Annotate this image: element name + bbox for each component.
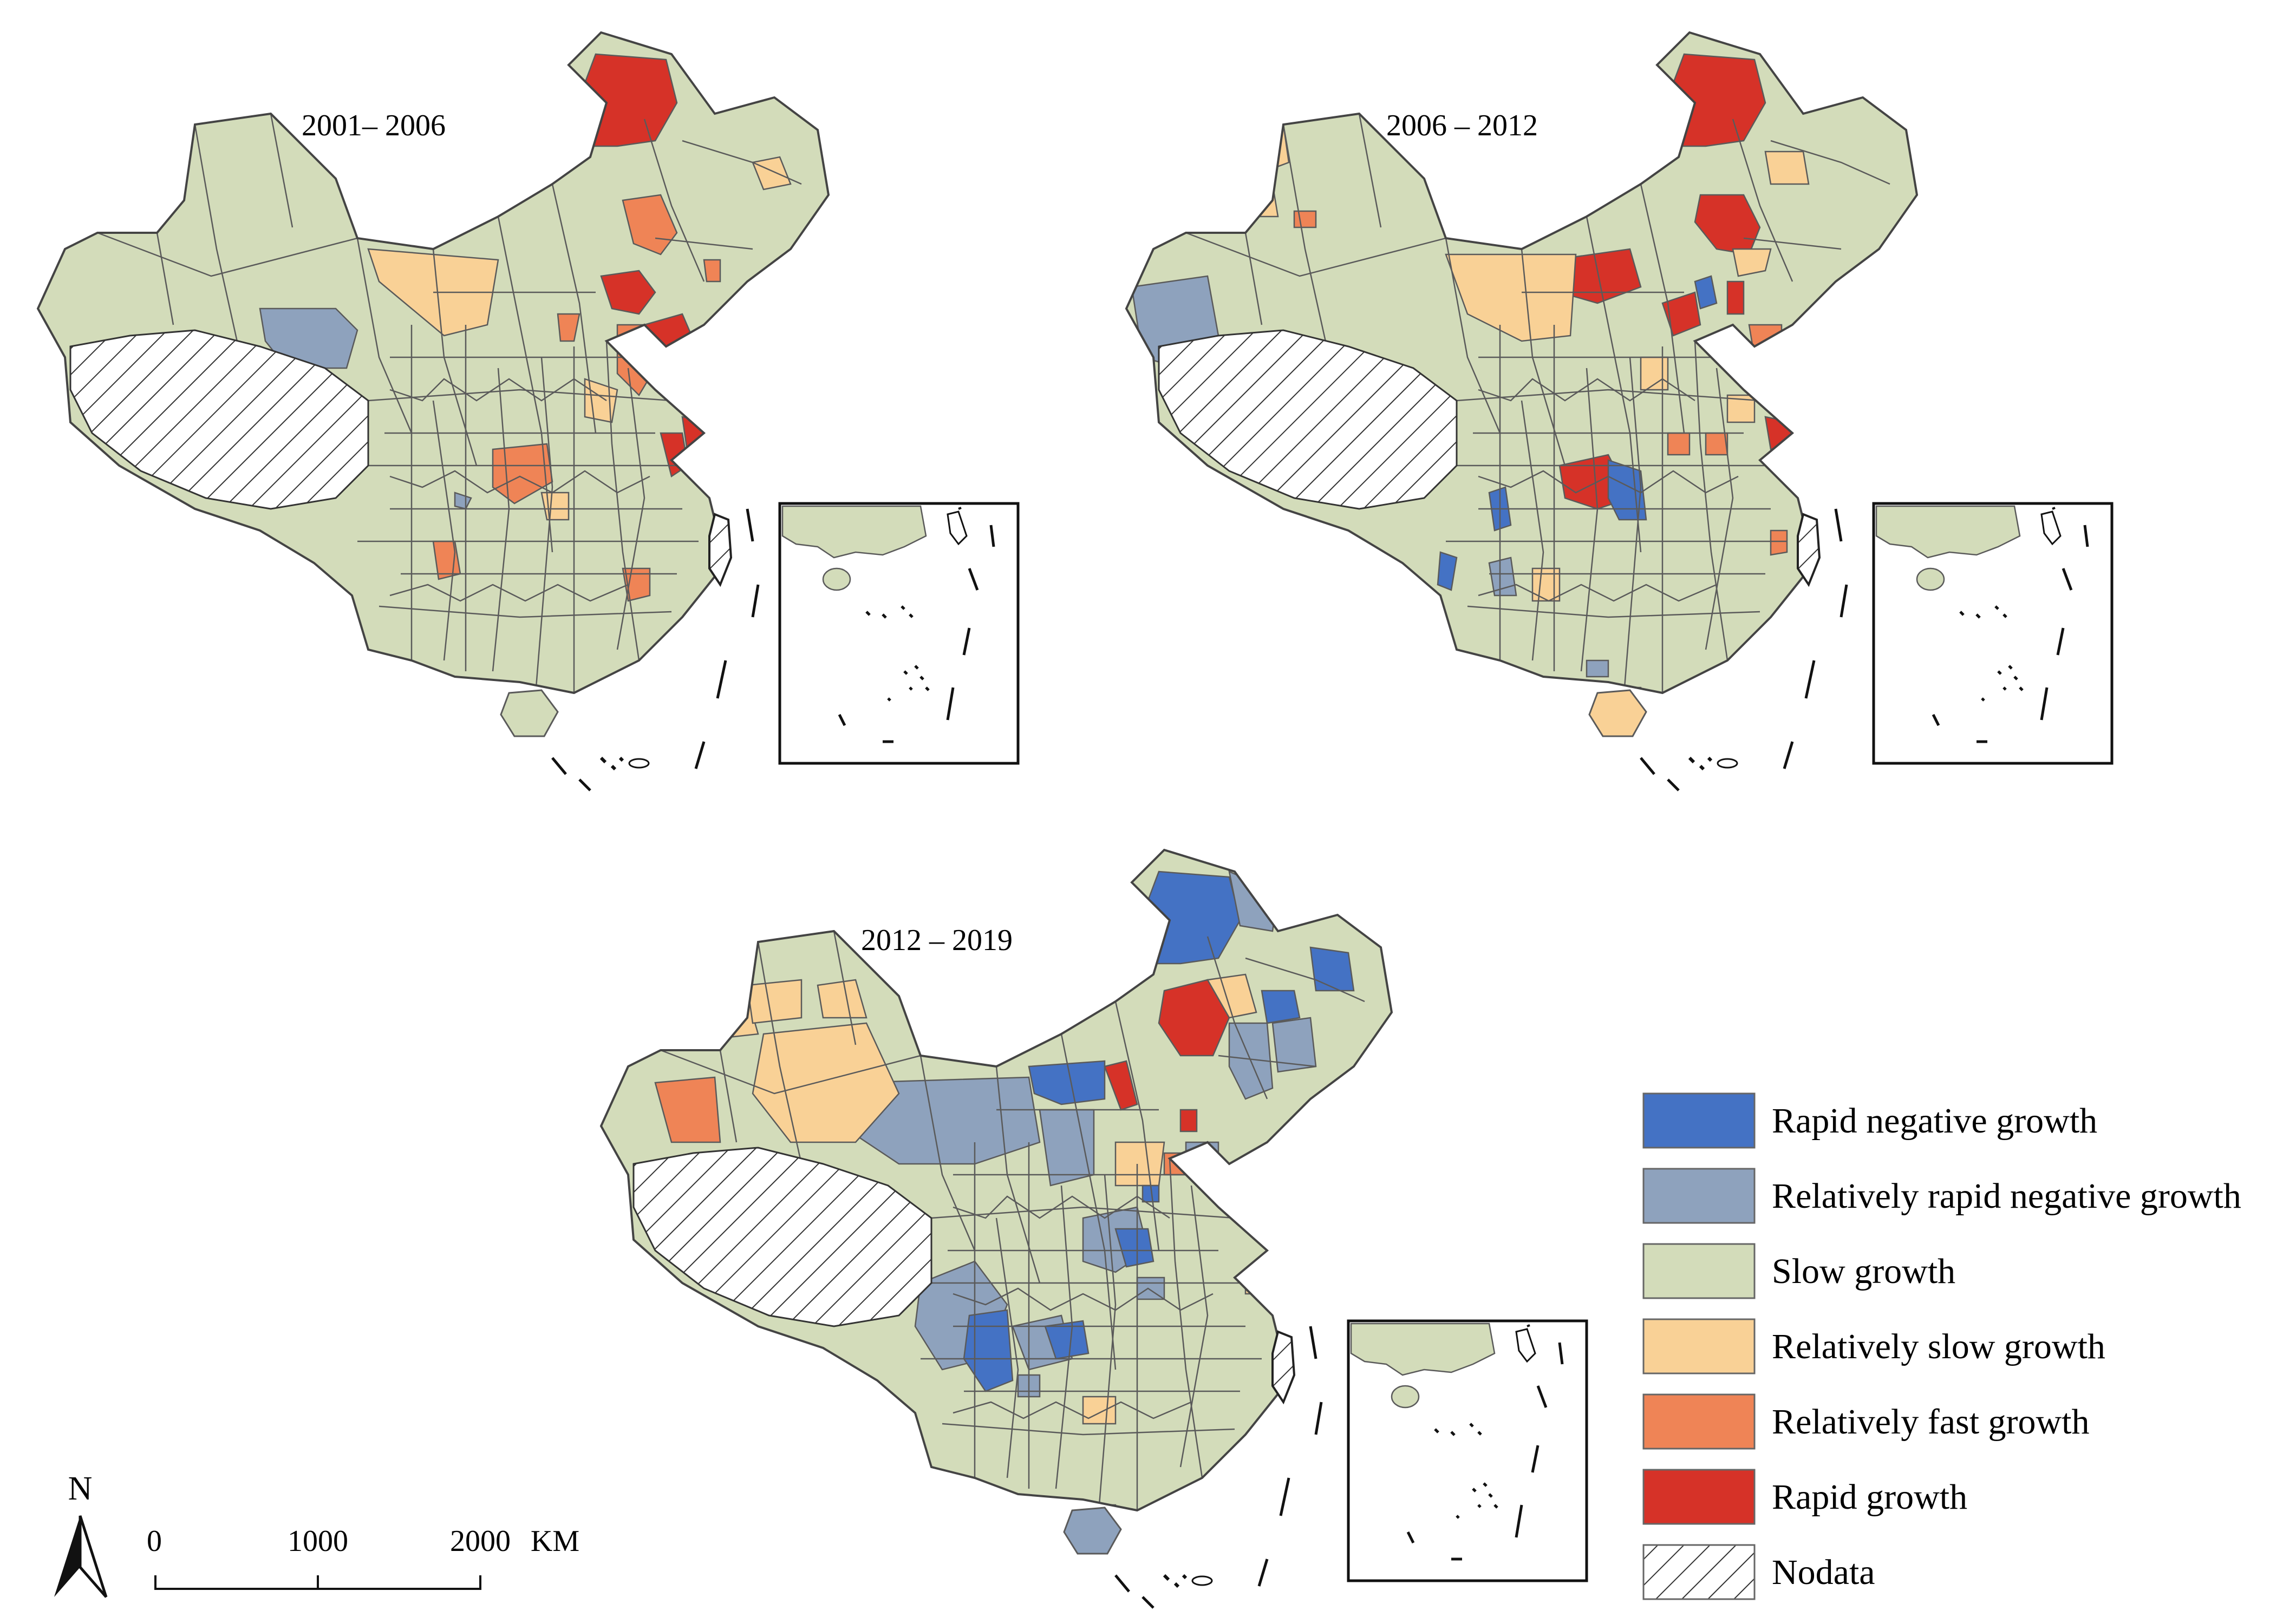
legend-swatch bbox=[1642, 1544, 1756, 1600]
region-rn bbox=[1261, 990, 1301, 1024]
south-china-sea-inset bbox=[1874, 503, 2112, 763]
region-rg bbox=[600, 270, 656, 315]
region-rsg bbox=[746, 979, 803, 1024]
region-rsg bbox=[540, 492, 570, 521]
region-rg bbox=[1661, 291, 1701, 337]
legend-label: Relatively slow growth bbox=[1772, 1327, 2105, 1366]
region-rn bbox=[963, 1309, 1014, 1392]
map-title: 2012 – 2019 bbox=[861, 924, 1013, 957]
region-rfg bbox=[1223, 1163, 1247, 1187]
taiwan-island bbox=[1271, 1331, 1295, 1403]
region-rg bbox=[1179, 1109, 1198, 1132]
scale-tick-label: 0 bbox=[147, 1524, 162, 1558]
region-rfg bbox=[1293, 210, 1317, 228]
region-rrn bbox=[1586, 659, 1609, 678]
region-rfg bbox=[703, 259, 721, 283]
legend-swatch bbox=[1642, 1243, 1756, 1299]
map-2001-2006 bbox=[37, 31, 830, 790]
region-rg bbox=[1726, 280, 1745, 315]
region-rrn bbox=[1488, 557, 1517, 597]
region-rsg bbox=[1732, 248, 1772, 277]
north-arrow: N bbox=[54, 1470, 108, 1598]
region-rsg bbox=[1764, 150, 1810, 185]
region-rfg bbox=[654, 1076, 721, 1143]
taiwan-island bbox=[708, 513, 732, 586]
legend-label: Slow growth bbox=[1772, 1252, 1955, 1291]
region-rsg bbox=[1726, 394, 1756, 423]
region-rn bbox=[1028, 1060, 1106, 1105]
scale-tick-label: 2000 bbox=[450, 1524, 511, 1558]
region-rsg bbox=[752, 156, 792, 191]
legend-swatch bbox=[1642, 1318, 1756, 1374]
region-rsg bbox=[1445, 253, 1577, 342]
south-china-sea-inset bbox=[780, 503, 1018, 763]
region-rfg bbox=[1705, 432, 1728, 456]
region-rsg bbox=[1206, 973, 1257, 1019]
region-rn bbox=[1437, 551, 1458, 591]
region-rn bbox=[1309, 946, 1355, 992]
region-rn bbox=[1044, 1320, 1090, 1360]
legend-label: Rapid negative growth bbox=[1772, 1101, 2097, 1141]
map-2012-2019 bbox=[600, 849, 1393, 1608]
region-rn bbox=[1142, 1184, 1160, 1203]
hainan-island bbox=[1588, 689, 1647, 737]
map-title: 2001– 2006 bbox=[302, 109, 446, 142]
legend-swatch bbox=[1642, 1168, 1756, 1224]
region-rsg bbox=[1082, 1396, 1117, 1425]
legend-swatch bbox=[1642, 1393, 1756, 1450]
taiwan-island bbox=[1797, 513, 1821, 586]
legend: Rapid negative growth Relatively rapid ne… bbox=[1642, 1092, 2241, 1600]
region-rg bbox=[1104, 1060, 1138, 1111]
region-rrn bbox=[259, 307, 358, 369]
region-rn bbox=[1694, 275, 1718, 310]
hainan-island bbox=[500, 689, 559, 737]
region-rsg bbox=[1217, 183, 1279, 218]
region-rsg bbox=[752, 1022, 900, 1143]
region-rfg bbox=[557, 313, 580, 342]
legend-label: Relatively rapid negative growth bbox=[1772, 1176, 2241, 1216]
map-title: 2006 – 2012 bbox=[1386, 109, 1538, 142]
north-label: N bbox=[68, 1470, 93, 1507]
scale-unit: KM bbox=[531, 1524, 579, 1558]
north-arrow-icon bbox=[54, 1516, 80, 1597]
map-2006-2012 bbox=[1125, 31, 1918, 790]
scale-tick-label: 1000 bbox=[288, 1524, 348, 1558]
region-rsg bbox=[1114, 1141, 1165, 1187]
south-china-sea-inset bbox=[1348, 1321, 1587, 1581]
legend-label: Rapid growth bbox=[1772, 1477, 1967, 1517]
region-rfg bbox=[1667, 432, 1691, 456]
legend-swatch bbox=[1642, 1469, 1756, 1525]
region-rfg bbox=[1770, 529, 1788, 556]
legend-label: Nodata bbox=[1772, 1553, 1875, 1592]
legend-label: Relatively fast growth bbox=[1772, 1402, 2090, 1442]
scale-bar: 0 1000 2000 KM bbox=[147, 1524, 579, 1590]
legend-swatch bbox=[1642, 1092, 1756, 1149]
hainan-island bbox=[1063, 1507, 1122, 1555]
